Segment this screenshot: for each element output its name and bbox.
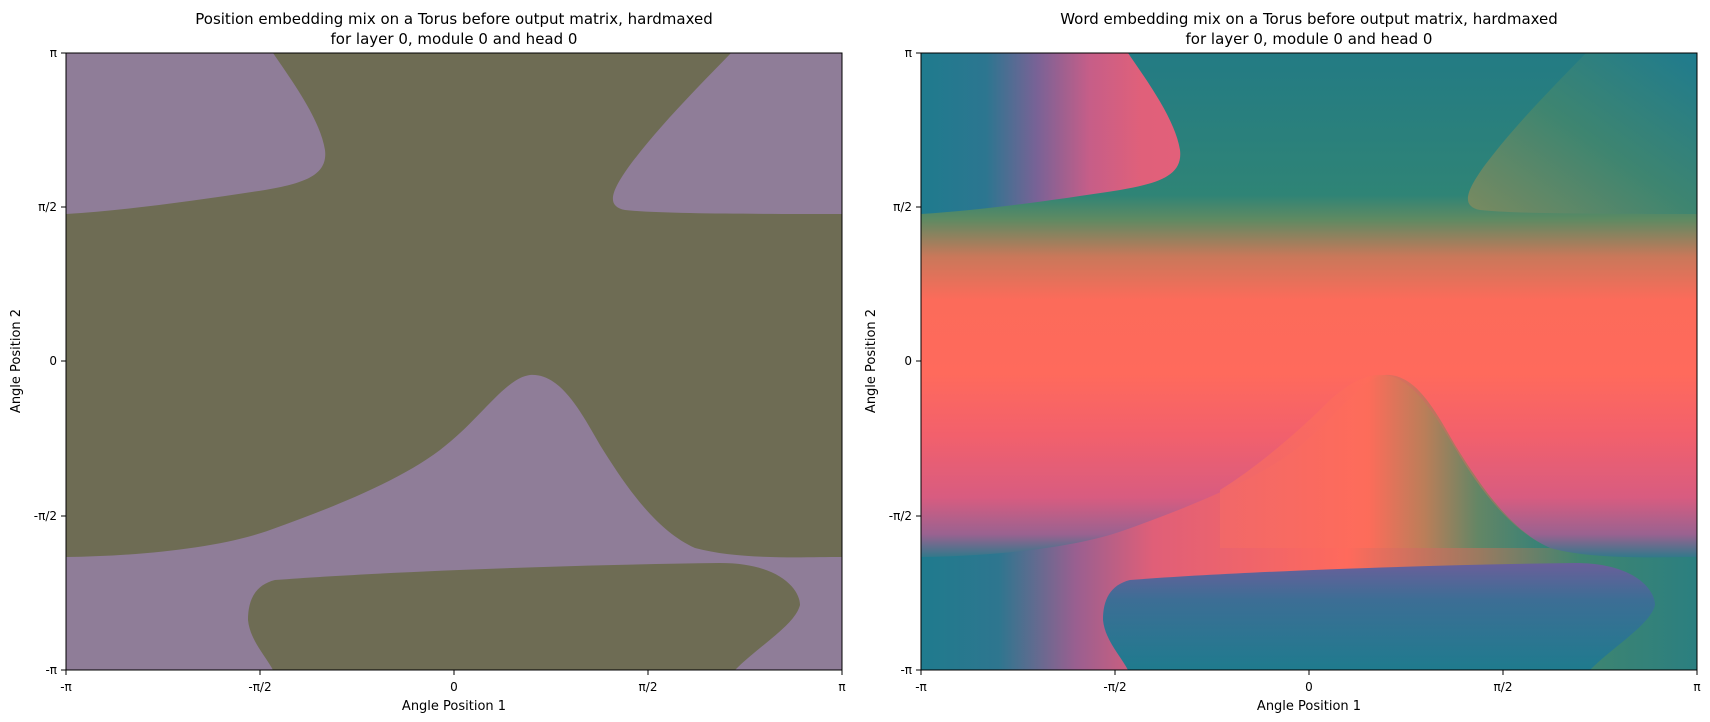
left-ytick-label: -π/2 [34, 509, 57, 523]
right-x-ticks [920, 670, 1698, 675]
left-x-axis-label: Angle Position 1 [402, 699, 506, 714]
left-chart-title-line2: for layer 0, module 0 and head 0 [331, 30, 578, 48]
left-ytick-label: π/2 [38, 200, 57, 214]
left-ytick-label: π [50, 46, 57, 60]
left-x-ticks [65, 670, 843, 675]
right-xtick-label: π/2 [1494, 680, 1513, 694]
left-xtick-label: -π/2 [248, 680, 271, 694]
right-y-ticks [916, 52, 921, 671]
right-region-bottom-blob [1103, 563, 1655, 670]
left-ytick-label: -π [45, 663, 57, 677]
left-plot-area [66, 53, 842, 670]
left-xtick-label: 0 [450, 680, 458, 694]
right-plot-area [921, 53, 1697, 670]
right-y-axis-label: Angle Position 2 [864, 309, 879, 413]
right-ytick-label: π [905, 46, 912, 60]
left-ytick-label: 0 [49, 354, 57, 368]
right-ytick-label: -π [900, 663, 912, 677]
left-xtick-label: -π [60, 680, 72, 694]
right-region-bump [1220, 374, 1550, 548]
right-chart-title-line1: Word embedding mix on a Torus before out… [1060, 10, 1558, 28]
right-chart-title-line2: for layer 0, module 0 and head 0 [1186, 30, 1433, 48]
right-region-top-right [1467, 53, 1697, 214]
right-xtick-label: 0 [1305, 680, 1313, 694]
left-region-top-left [66, 53, 326, 214]
right-ytick-label: -π/2 [889, 509, 912, 523]
left-xtick-label: π/2 [639, 680, 658, 694]
right-ytick-label: π/2 [893, 200, 912, 214]
right-x-axis-label: Angle Position 1 [1257, 699, 1361, 714]
left-y-axis-label: Angle Position 2 [9, 309, 24, 413]
left-region-bottom-blob [248, 563, 800, 670]
left-xtick-label: π [838, 680, 845, 694]
right-region-top-left [921, 53, 1181, 214]
right-ytick-label: 0 [904, 354, 912, 368]
right-xtick-label: -π [915, 680, 927, 694]
right-xtick-label: -π/2 [1103, 680, 1126, 694]
left-chart-title-line1: Position embedding mix on a Torus before… [195, 10, 712, 28]
left-y-ticks [61, 52, 66, 671]
left-region-top-right [612, 53, 842, 214]
right-xtick-label: π [1693, 680, 1700, 694]
